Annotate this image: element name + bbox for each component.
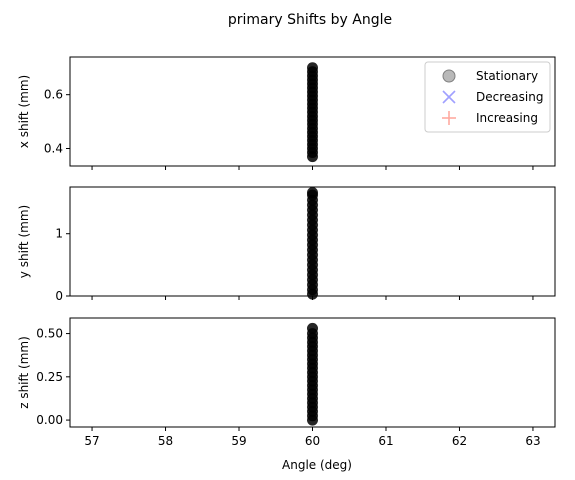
- y-tick-label: 0.00: [36, 413, 63, 427]
- chart-legend: Stationary Decreasing Increasing: [425, 62, 550, 132]
- data-point: [307, 187, 318, 198]
- y-tick-label: 0.6: [44, 88, 63, 102]
- y-tick-label: 0: [55, 289, 63, 303]
- legend-label: Increasing: [476, 111, 538, 125]
- y-axis-label: y shift (mm): [17, 205, 31, 278]
- legend-label: Decreasing: [476, 90, 543, 104]
- y-tick-label: 1: [55, 227, 63, 241]
- y-axis-label: z shift (mm): [17, 336, 31, 409]
- y-axis-label: x shift (mm): [17, 75, 31, 148]
- legend-label: Stationary: [476, 69, 538, 83]
- x-tick-label: 61: [378, 434, 393, 448]
- x-tick-label: 60: [305, 434, 320, 448]
- panel-3: 57 58 59 60 61 62 63 0.00 0.25 0.50 z shift (mm): [17, 318, 555, 448]
- data-point: [307, 323, 318, 334]
- y-tick-label: 0.4: [44, 142, 63, 156]
- x-axis-label: Angle (deg): [282, 458, 352, 472]
- data-point: [307, 62, 318, 73]
- panel-2: 0 1 y shift (mm): [17, 187, 555, 303]
- x-tick-label: 63: [525, 434, 540, 448]
- x-tick-label: 59: [231, 434, 246, 448]
- y-tick-label: 0.50: [36, 327, 63, 341]
- y-tick-label: 0.25: [36, 370, 63, 384]
- x-tick-label: 57: [84, 434, 99, 448]
- x-tick-label: 62: [452, 434, 467, 448]
- x-tick-label: 58: [158, 434, 173, 448]
- legend-marker-stationary: [443, 70, 455, 82]
- chart-title: primary Shifts by Angle: [228, 12, 392, 28]
